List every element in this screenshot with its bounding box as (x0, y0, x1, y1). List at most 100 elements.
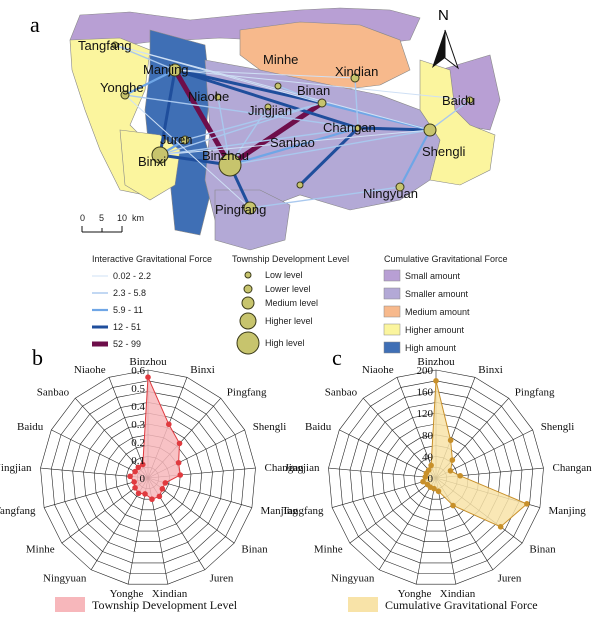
grid-ring-5 (93, 423, 203, 532)
node-minhe (274, 82, 282, 90)
tick-label-2: 80 (422, 430, 434, 442)
category-manjing: Manjing (261, 505, 299, 517)
link-manjing-changan (173, 68, 360, 130)
legend-interactive: Interactive Gravitational Force 0.02 - 2… (92, 254, 212, 349)
region-higher-binxi (119, 129, 181, 201)
point-binan (159, 486, 166, 492)
point-changan (177, 472, 184, 478)
grid-ring-2 (414, 456, 458, 500)
tick-label-5: 0.5 (131, 383, 145, 395)
label-niaohe: Niaohe (188, 89, 229, 104)
legend-cumulative-item-4: High amount (405, 343, 457, 353)
link-binzhou-binan (227, 100, 325, 168)
legend-cumulative-item-0: Small amount (405, 271, 461, 281)
category-shengli: Shengli (541, 421, 575, 433)
grid-ring-10 (328, 369, 544, 585)
point-pingfang (176, 440, 183, 447)
point-niaohe (428, 462, 434, 469)
point-xindian (435, 488, 442, 495)
category-changan: Changan (265, 462, 305, 474)
category-pingfang: Pingfang (515, 387, 555, 399)
label-tangfang: Tangfang (78, 38, 132, 53)
link-ningyuan-shengli (398, 128, 432, 189)
legend-cumulative-swatch-0 (383, 269, 401, 282)
tick-label-2: 0.2 (131, 437, 145, 449)
legend-interactive-item-1: 2.3 - 5.8 (113, 288, 146, 298)
category-jingjian: Jingjian (0, 462, 32, 474)
legend-cumulative-item-1: Smaller amount (405, 289, 469, 299)
legend-cumulative-title: Cumulative Gravitational Force (384, 254, 508, 264)
point-pingfang (449, 457, 456, 463)
legend-interactive-item-0: 0.02 - 2.2 (113, 271, 151, 281)
scale-tick-0: 0 (80, 213, 85, 223)
category-ningyuan: Ningyuan (331, 573, 375, 585)
category-minhe: Minhe (26, 544, 55, 556)
point-yonghe (142, 491, 148, 497)
link-manjing-yonghe (123, 68, 177, 97)
grid-ring-3 (403, 445, 469, 511)
point-jingjian (127, 473, 133, 480)
point-binxi (447, 437, 454, 444)
interaction-links (114, 44, 471, 210)
panel-b-letter: b (32, 345, 43, 370)
township-labels: Tangfang Manjing Minhe Xindian Yonghe Niaohe B… (78, 38, 475, 217)
point-juren (450, 502, 456, 509)
scale-bar: 0 5 10 km (80, 213, 144, 233)
legend-development-symbol-0 (244, 271, 252, 279)
category-changan: Changan (553, 462, 592, 474)
node-manjing (168, 63, 182, 77)
spoke-12 (332, 477, 437, 508)
link-tangfang-shengli (114, 44, 431, 131)
link-manjing-baidu (174, 69, 471, 101)
node-jingjian (264, 103, 272, 111)
category-ningyuan: Ningyuan (43, 573, 87, 585)
grid-ring-7 (360, 402, 512, 553)
node-sanbao (296, 181, 304, 189)
link-minhe-binan (277, 85, 323, 104)
link-yonghe-changan (124, 94, 359, 129)
label-sanbao: Sanbao (270, 135, 315, 150)
point-xindian (149, 496, 155, 503)
node-tangfang (111, 41, 119, 49)
point-ningyuan (135, 490, 142, 497)
tick-label-3: 0.3 (131, 419, 145, 431)
link-binxi-changan (159, 127, 359, 156)
point-minhe (132, 484, 138, 491)
category-binzhou: Binzhou (417, 356, 455, 368)
node-juren (180, 135, 190, 145)
legend-b: Township Development Level (55, 597, 238, 612)
spoke-15 (75, 397, 149, 479)
spoke-10 (378, 477, 437, 570)
tick-label-1: 0.1 (131, 455, 145, 467)
link-pingfang-ningyuan (249, 186, 401, 209)
link-binzhou-shengli (229, 129, 431, 166)
point-juren (156, 493, 163, 500)
point-binan (497, 524, 504, 530)
grid-ring-7 (72, 402, 224, 553)
tick-label-1: 40 (422, 451, 434, 463)
category-binan: Binan (241, 544, 268, 556)
point-binxi (166, 421, 172, 428)
category-binxi: Binxi (190, 364, 214, 376)
legend-c: Cumulative Gravitational Force (348, 597, 538, 612)
label-ningyuan: Ningyuan (363, 186, 418, 201)
category-sanbao: Sanbao (37, 387, 70, 399)
category-sanbao: Sanbao (325, 387, 358, 399)
scale-unit: km (132, 213, 144, 223)
node-binzhou (218, 153, 242, 177)
category-minhe: Minhe (314, 544, 343, 556)
label-yonghe: Yonghe (100, 80, 144, 95)
label-manjing: Manjing (143, 62, 189, 77)
point-shengli (175, 459, 182, 466)
legend-development-item-3: Higher level (265, 316, 313, 326)
point-baidu (132, 468, 138, 475)
node-changan (354, 124, 362, 132)
legend-interactive-item-2: 5.9 - 11 (113, 305, 143, 315)
grid-ring-5 (381, 423, 491, 532)
label-binxi: Binxi (138, 154, 166, 169)
link-manjing-binan (173, 68, 324, 105)
tick-label-4: 0.4 (131, 401, 145, 413)
spoke-16 (396, 377, 437, 479)
panel-a-letter: a (30, 12, 40, 37)
